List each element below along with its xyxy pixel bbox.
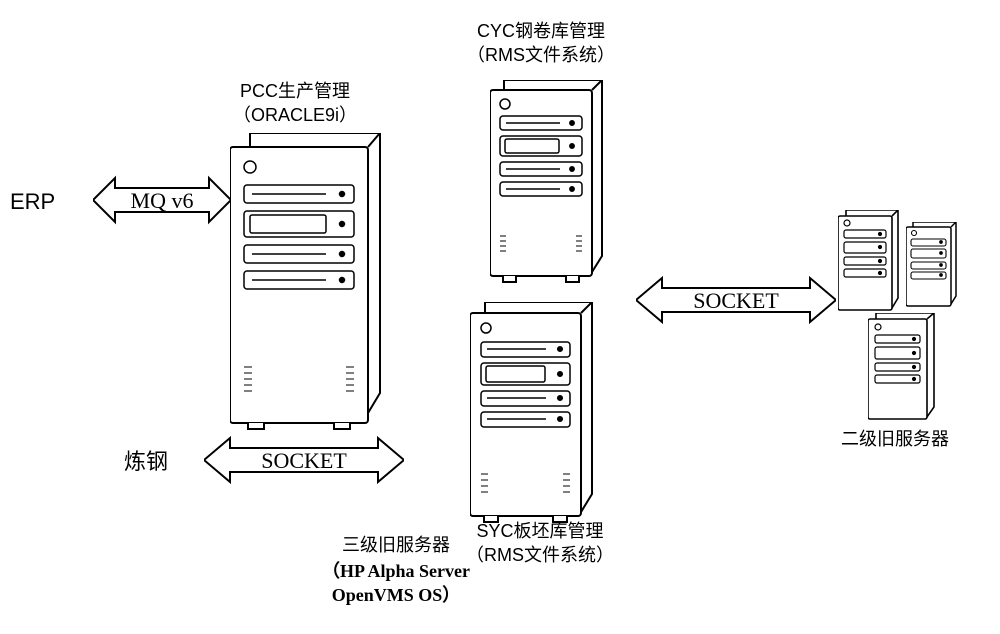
socket2-arrow-label: SOCKET: [664, 288, 808, 314]
pcc-label-2: （ORACLE9i）: [220, 104, 370, 127]
steelmaking-label: 炼钢: [124, 448, 168, 477]
cyc-label-1: CYC钢卷库管理: [454, 20, 628, 43]
pcc-server-icon: [230, 133, 390, 438]
l3-label-1: 三级旧服务器: [296, 534, 496, 557]
cyc-label-2: （RMS文件系统）: [454, 44, 628, 67]
l2-server-icon-2: [906, 222, 960, 315]
syc-server-icon: [470, 302, 600, 531]
socket1-arrow-label: SOCKET: [232, 448, 376, 474]
l2-server-icon-1: [838, 210, 902, 319]
l2-server-icon-3: [868, 313, 938, 428]
cyc-server-icon: [490, 80, 610, 291]
l3-label-3: OpenVMS OS）: [296, 584, 496, 607]
pcc-label-1: PCC生产管理: [220, 80, 370, 103]
erp-label: ERP: [10, 188, 55, 217]
l3-label-2: （HP Alpha Server: [296, 560, 496, 583]
mq-arrow-label: MQ v6: [112, 188, 212, 214]
l2-label-1: 二级旧服务器: [820, 428, 970, 451]
